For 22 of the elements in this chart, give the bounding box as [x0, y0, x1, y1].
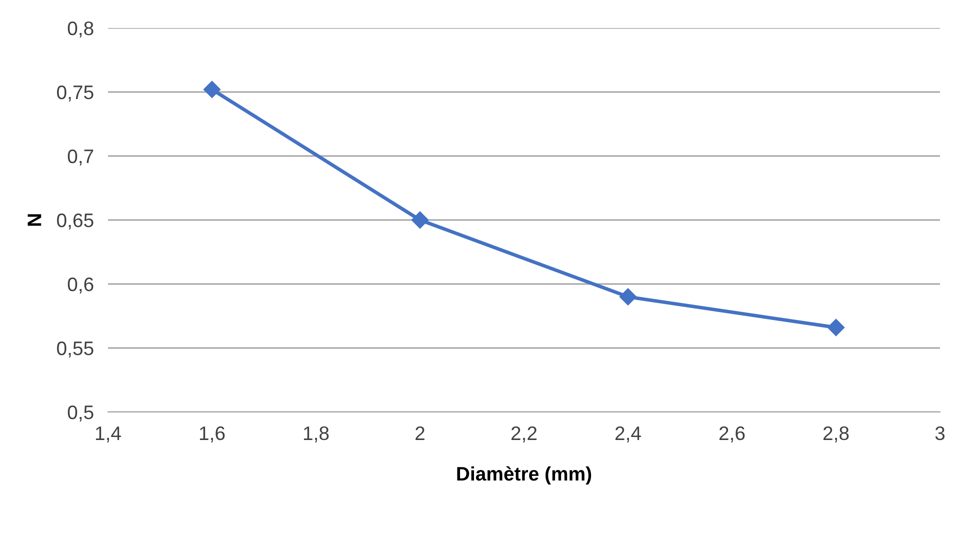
x-tick-label: 2	[416, 426, 424, 440]
y-tick-label: 0,55	[57, 341, 94, 358]
point	[619, 288, 637, 306]
point	[203, 80, 221, 98]
x-tick-label: 2,4	[615, 426, 641, 442]
x-tick-label: 2,6	[719, 426, 745, 442]
x-tick-label: 3	[935, 426, 945, 440]
x-tick-label: 1,8	[304, 426, 329, 442]
point	[827, 318, 845, 336]
y-tick-label: 0,8	[68, 21, 94, 38]
y-tick-label: 0,6	[68, 277, 94, 294]
y-axis-title: N	[28, 214, 42, 226]
x-tick-label: 2,2	[511, 426, 537, 442]
y-tick-label: 0,75	[57, 85, 94, 102]
x-tick-label: 1,6	[200, 426, 225, 442]
x-tick-label: 1,4	[96, 426, 121, 442]
y-tick-label: 0,65	[57, 213, 94, 230]
y-tick-label: 0,7	[68, 149, 94, 166]
point	[411, 211, 429, 229]
x-axis-title: Diamètre (mm)	[457, 466, 592, 485]
x-tick-label: 2,8	[823, 426, 849, 442]
y-tick-label: 0,5	[68, 405, 94, 422]
